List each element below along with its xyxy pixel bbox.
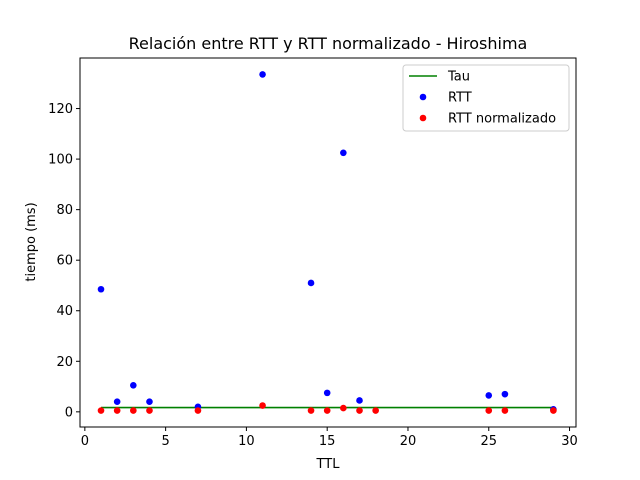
rtt-normalizado-point bbox=[113, 407, 121, 414]
legend-box bbox=[402, 64, 570, 132]
y-axis: 0 20 40 60 80 100 120 bbox=[48, 102, 80, 420]
rtt-point bbox=[146, 398, 153, 406]
x-tick-label: 5 bbox=[161, 434, 169, 449]
rtt-point bbox=[501, 390, 509, 398]
legend-label: Tau bbox=[447, 70, 470, 85]
y-tick-label: 100 bbox=[48, 153, 73, 168]
x-tick-label: 0 bbox=[81, 434, 89, 449]
rtt-normalizado-point bbox=[146, 407, 153, 414]
y-tick-label: 20 bbox=[56, 355, 73, 370]
x-tick-label: 30 bbox=[561, 434, 578, 449]
x-tick-label: 20 bbox=[400, 434, 417, 449]
y-tick-label: 0 bbox=[65, 405, 73, 420]
rtt-point bbox=[307, 279, 315, 287]
rtt-point bbox=[340, 149, 347, 157]
rtt-normalizado-point bbox=[356, 407, 363, 414]
rtt-normalizado-point bbox=[340, 404, 347, 412]
rtt-normalizado-point bbox=[194, 407, 202, 414]
y-axis-title: tiempo (ms) bbox=[24, 202, 39, 281]
legend-swatch-marker bbox=[419, 93, 427, 101]
plot-frame bbox=[79, 57, 577, 428]
rtt-point bbox=[323, 389, 331, 397]
rtt-point bbox=[259, 71, 266, 78]
rtt-normalizado-point bbox=[372, 407, 379, 414]
rtt-point bbox=[485, 392, 493, 399]
rtt-normalizado-point bbox=[550, 407, 557, 414]
rtt-point bbox=[356, 397, 363, 404]
rtt-normalizado-point bbox=[501, 407, 509, 414]
legend-swatch-marker bbox=[419, 114, 427, 122]
y-tick-label: 80 bbox=[56, 203, 73, 218]
y-tick-label: 120 bbox=[48, 102, 73, 117]
rtt-point bbox=[113, 398, 121, 406]
rtt-normalizado-point bbox=[307, 407, 315, 414]
rtt-point bbox=[97, 285, 105, 293]
x-axis: 0 5 10 15 20 25 30 bbox=[81, 427, 578, 449]
plot-area bbox=[97, 71, 557, 414]
y-tick-label: 40 bbox=[56, 304, 73, 319]
legend: Tau RTT RTT normalizado bbox=[402, 64, 570, 132]
y-tick-label: 60 bbox=[56, 254, 73, 269]
legend-label: RTT normalizado bbox=[448, 112, 556, 127]
x-axis-title: TTL bbox=[316, 457, 341, 472]
x-tick-label: 15 bbox=[319, 434, 336, 449]
rtt-normalizado-point bbox=[259, 402, 266, 409]
chart-title: Relación entre RTT y RTT normalizado - H… bbox=[129, 34, 528, 53]
rtt-normalizado-point bbox=[97, 407, 105, 414]
legend-label: RTT bbox=[448, 91, 472, 106]
rtt-normalizado-point bbox=[485, 407, 493, 414]
rtt-normalizado-point bbox=[323, 407, 331, 414]
rtt-point bbox=[130, 381, 137, 389]
rtt-normalizado-point bbox=[130, 407, 137, 414]
x-tick-label: 10 bbox=[238, 434, 255, 449]
x-tick-label: 25 bbox=[480, 434, 497, 449]
